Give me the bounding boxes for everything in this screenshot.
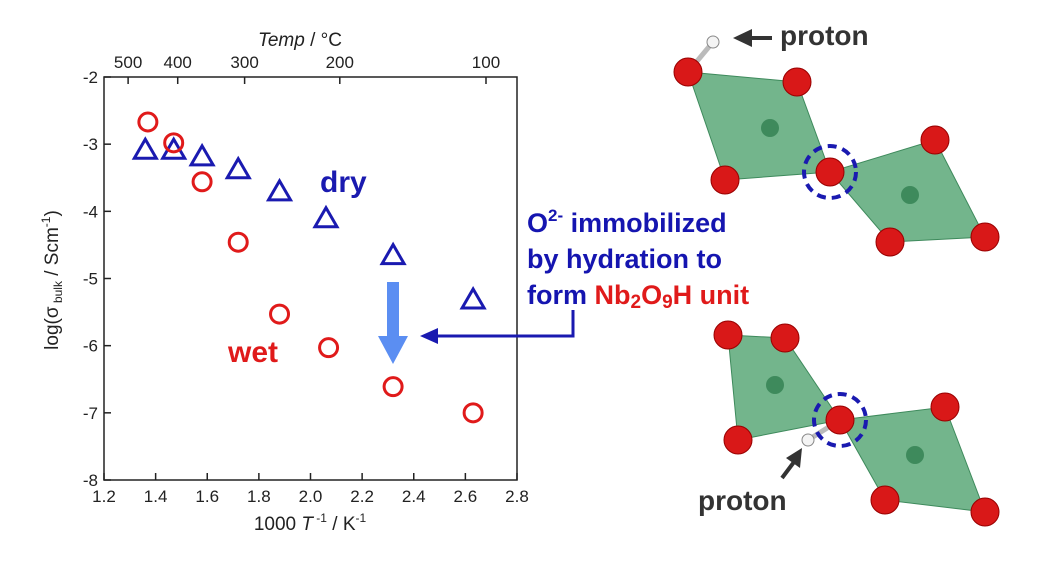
triangle-point [312,204,340,229]
triangle-point [459,285,487,310]
annotation-part: form [527,280,595,310]
circle-point [318,337,340,359]
circle-point [137,111,159,133]
x-axis-title: 1000 T -1 / K-1 [254,511,367,535]
series-label: wet [227,336,278,369]
x-label-part: / K [327,514,356,535]
structure-top: proton [673,20,1000,257]
o-atoms [713,320,1000,527]
x-tick-label: 1.4 [144,487,168,506]
y-label-part: / Scm [42,227,63,281]
structure-bottom: proton [698,320,1000,527]
x-label-part: T [301,514,314,535]
circle-point [382,376,404,398]
annotation-part: 9 [662,292,673,313]
x2-tick-label: 300 [230,53,258,72]
annotation-arrowhead [420,328,438,344]
annotation-part: O [641,280,662,310]
proton-label: proton [780,20,869,51]
y-tick-label: -8 [83,471,98,490]
y-tick-label: -3 [83,135,98,154]
triangle-point [131,136,159,160]
y-tick-label: -2 [83,68,98,87]
annotation-part: H unit [673,280,749,310]
series-label: dry [320,166,367,199]
x-tick-label: 1.2 [92,487,116,506]
nb-atom [906,446,924,464]
x-tick-label: 2.0 [299,487,323,506]
nb-atom [761,119,779,137]
x2-axis-title: Temp / °C [258,30,342,51]
annotation-part: O [527,208,548,238]
h-atom [706,35,720,49]
o-atoms [673,57,1000,257]
annotation-part: 2- [548,206,563,225]
x2-label-part: Temp [258,30,305,51]
x2-tick-label: 500 [114,53,142,72]
triangle-point [265,177,294,202]
x-label-part: -1 [313,511,327,525]
x-tick-label: 2.6 [454,487,478,506]
y-label-part: log(σ [42,306,63,350]
circle-point [163,132,185,154]
x2-tick-label: 400 [164,53,192,72]
nb-atom [766,376,784,394]
x-label-part: 1000 [254,514,302,535]
annotation-part: immobilized [563,208,727,238]
x2-tick-label: 100 [472,53,500,72]
circle-point [227,231,249,253]
x-tick-label: 1.6 [195,487,219,506]
proton-arrowhead [786,448,802,468]
annotation-line: form Nb2O9H unit [527,280,749,313]
y-tick-label: -4 [83,202,98,221]
annotation-line: O2- immobilized [527,206,727,238]
proton-label: proton [698,485,787,516]
x2-tick-label: 200 [326,53,354,72]
x-tick-label: 2.4 [402,487,426,506]
triangle-point [224,155,252,180]
h-atom [801,433,815,447]
x-tick-label: 2.8 [505,487,529,506]
y-axis-title: log(σ bulk / Scm-1) [39,210,65,350]
nb-atom [901,186,919,204]
decrease-arrow [378,282,408,364]
proton-arrow [780,460,796,480]
x-tick-label: 2.2 [350,487,374,506]
y-label-part: ) [42,210,63,216]
circle-point [191,171,213,193]
highlight-circle [812,392,868,448]
y-tick-label: -7 [83,404,98,423]
circle-point [269,303,291,325]
highlight-circle [802,144,858,200]
y-tick-label: -5 [83,270,98,289]
annotation-part: Nb [595,280,631,310]
y-label-part: bulk [51,280,65,306]
annotation-part: 2 [631,292,642,313]
proton-arrowhead [733,29,752,47]
circle-point [462,402,484,424]
annotation-line: by hydration to [527,244,722,274]
x-tick-label: 1.8 [247,487,271,506]
triangle-point [188,142,216,167]
y-tick-label: -6 [83,337,98,356]
triangle-point [379,241,407,266]
y-label-part: -1 [39,216,53,227]
x2-label-part: / °C [305,30,342,51]
x-label-part: -1 [356,511,367,525]
annotation-connector [432,310,575,338]
